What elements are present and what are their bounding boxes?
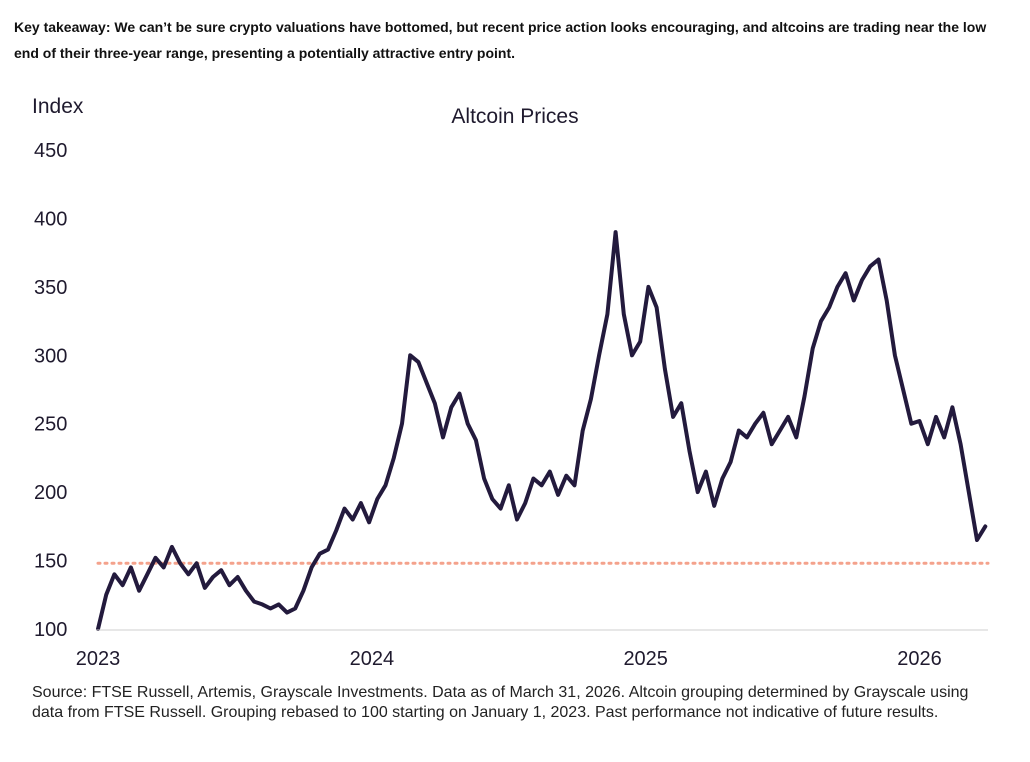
x-tick-label: 2024 [350,648,395,670]
y-tick-label: 200 [34,482,67,504]
y-tick-label: 250 [34,414,67,436]
x-tick-label: 2026 [897,648,942,670]
y-axis-label: Index [32,95,84,118]
y-axis-ticks: 100 150 200 250 300 350 400 450 [34,140,67,641]
y-tick-label: 300 [34,345,67,367]
y-tick-label: 150 [34,551,67,573]
y-tick-label: 450 [34,140,67,162]
x-axis-ticks: 2023 2024 2025 2026 [76,648,942,670]
x-tick-label: 2025 [623,648,668,670]
key-takeaway: Key takeaway: We can’t be sure crypto va… [14,19,987,61]
y-tick-label: 400 [34,208,67,230]
series-line [96,230,988,631]
x-tick-label: 2023 [76,648,121,670]
y-tick-label: 350 [34,277,67,299]
altcoin-price-chart: Index Altcoin Prices 100 150 200 250 300 350 4… [32,95,990,670]
y-tick-label: 100 [34,619,67,641]
source-note: Source: FTSE Russell, Artemis, Grayscale… [32,684,969,721]
chart-title: Altcoin Prices [451,105,578,128]
